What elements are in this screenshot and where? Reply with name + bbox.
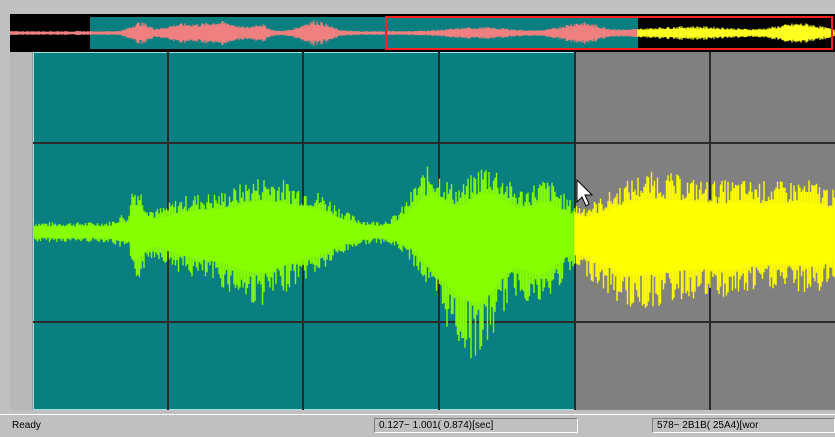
waveform-editor[interactable] bbox=[10, 52, 835, 410]
status-bar: Ready 0.127~ 1.001( 0.874)[sec] 578~ 2B1… bbox=[0, 414, 835, 437]
sample-range-panel: 578~ 2B1B( 25A4)[wor bbox=[652, 418, 835, 433]
status-text: Ready bbox=[12, 420, 41, 431]
unselected-waveform-core bbox=[575, 198, 833, 276]
left-ruler bbox=[10, 52, 33, 410]
sample-range-text: 578~ 2B1B( 25A4)[wor bbox=[657, 420, 759, 431]
overview-canvas[interactable] bbox=[10, 14, 835, 52]
overview-waveform-unselected bbox=[637, 23, 835, 43]
overview-waveform-selected bbox=[10, 20, 638, 46]
overview-view-frame bbox=[385, 16, 833, 50]
time-range-text: 0.127~ 1.001( 0.874)[sec] bbox=[379, 420, 494, 431]
mouse-pointer-icon bbox=[576, 178, 594, 207]
waveform-canvas[interactable] bbox=[10, 52, 835, 410]
overview-waveform[interactable] bbox=[10, 14, 835, 52]
time-range-panel: 0.127~ 1.001( 0.874)[sec] bbox=[374, 418, 578, 433]
selected-waveform-core bbox=[33, 193, 573, 303]
